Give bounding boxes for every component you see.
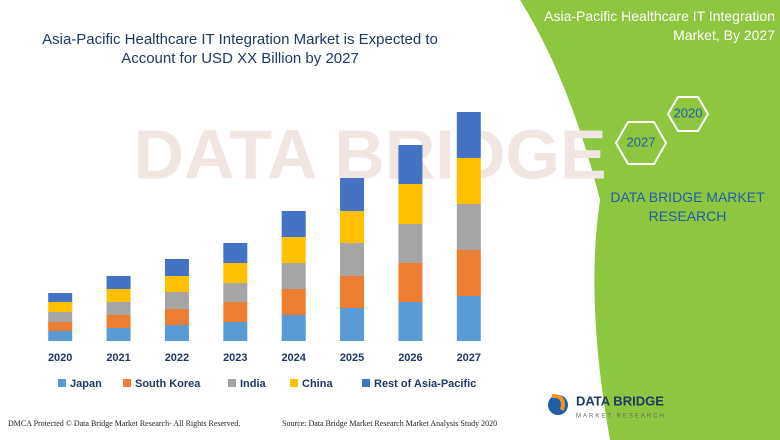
bar-segment xyxy=(281,289,306,315)
bar-segment xyxy=(223,263,248,283)
chart-title: Asia-Pacific Healthcare IT Integration M… xyxy=(42,31,438,67)
bar-segment xyxy=(456,204,481,250)
bar-segment xyxy=(48,312,73,322)
x-tick-label: 2025 xyxy=(340,352,364,364)
footer-right: Source: Data Bridge Market Research Mark… xyxy=(282,419,498,428)
x-tick-label: 2024 xyxy=(281,352,306,364)
bar-segment xyxy=(164,309,189,325)
bar-segment xyxy=(106,302,131,315)
bar-segment xyxy=(456,112,481,158)
bar-segment xyxy=(340,211,365,243)
bar-segment xyxy=(164,325,189,341)
legend-swatch xyxy=(290,379,298,387)
bar-segment xyxy=(398,224,423,263)
bar-segment xyxy=(340,308,365,341)
logo-icon xyxy=(551,393,565,411)
bar-segment xyxy=(164,259,189,276)
legend-label: India xyxy=(240,378,267,390)
bar-segment xyxy=(223,283,248,302)
bar-segment xyxy=(281,211,306,237)
hexagon-label: 2027 xyxy=(627,134,656,149)
bar-segment xyxy=(223,302,248,322)
legend-swatch xyxy=(58,379,66,387)
bar-segment xyxy=(281,263,306,289)
bar-segment xyxy=(106,328,131,341)
brand-text: DATA BRIDGE MARKET RESEARCH xyxy=(610,189,765,224)
bar-segment xyxy=(456,250,481,296)
legend-swatch xyxy=(362,379,370,387)
bar-segment xyxy=(164,292,189,309)
legend-label: Rest of Asia-Pacific xyxy=(374,378,476,390)
hexagon xyxy=(666,96,710,132)
x-tick-label: 2021 xyxy=(106,352,130,364)
bar-segment xyxy=(106,315,131,328)
legend-label: South Korea xyxy=(135,378,201,390)
bar-segment xyxy=(340,243,365,276)
legend-label: China xyxy=(302,378,333,390)
bar-segment xyxy=(48,322,73,331)
x-tick-label: 2027 xyxy=(457,352,481,364)
x-tick-label: 2020 xyxy=(48,352,72,364)
bar-segment xyxy=(398,145,423,184)
bar-segment xyxy=(340,276,365,308)
bar-segment xyxy=(223,243,248,263)
bar-segment xyxy=(281,315,306,341)
bar-segment xyxy=(456,296,481,341)
bar-segment xyxy=(398,302,423,341)
bar-segment xyxy=(106,276,131,289)
x-tick-label: 2023 xyxy=(223,352,247,364)
bar-segment xyxy=(398,184,423,224)
logo-name: DATA BRIDGE xyxy=(576,393,664,408)
watermark: DATA BRIDGE xyxy=(133,115,606,193)
hexagon xyxy=(614,121,668,165)
logo-tagline: MARKET RESEARCH xyxy=(576,414,666,420)
bar-segment xyxy=(106,289,131,302)
bar-segment xyxy=(164,276,189,292)
bar-segment xyxy=(456,158,481,204)
bar-segment xyxy=(398,263,423,302)
x-tick-label: 2026 xyxy=(398,352,422,364)
green-panel xyxy=(520,0,780,440)
bar-segment xyxy=(281,237,306,263)
legend-swatch xyxy=(123,379,131,387)
bar-segment xyxy=(340,178,365,211)
hexagon-label: 2020 xyxy=(674,105,703,120)
bar-segment xyxy=(48,293,73,302)
panel-title: Asia-Pacific Healthcare IT Integration M… xyxy=(544,8,775,43)
bar-segment xyxy=(48,331,73,341)
bar-segment xyxy=(48,302,73,312)
legend-label: Japan xyxy=(70,378,102,390)
legend-swatch xyxy=(228,379,236,387)
bar-segment xyxy=(223,322,248,341)
x-tick-label: 2022 xyxy=(165,352,189,364)
footer-left: DMCA Protected © Data Bridge Market Rese… xyxy=(8,419,241,428)
